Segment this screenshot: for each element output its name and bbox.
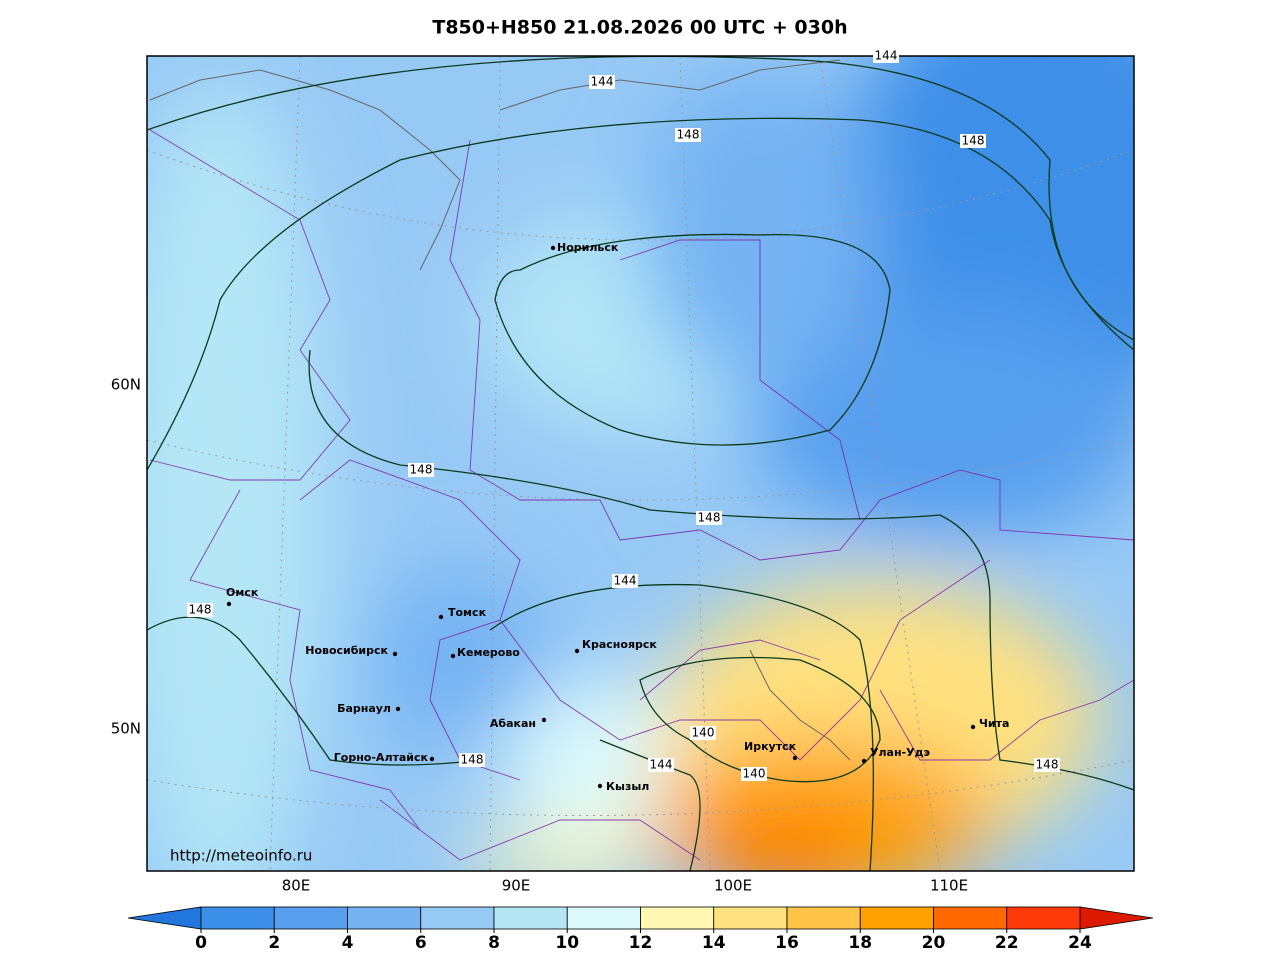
lon-label: 100E bbox=[714, 877, 752, 895]
city-dot bbox=[597, 783, 603, 789]
colorbar-swatch bbox=[200, 906, 275, 930]
colorbar-swatch bbox=[1006, 906, 1081, 930]
city-dot bbox=[861, 758, 867, 764]
colorbar-swatch bbox=[566, 906, 641, 930]
colorbar-swatch bbox=[420, 906, 495, 930]
contour-label-bg bbox=[1034, 758, 1060, 772]
city-dot bbox=[392, 651, 398, 657]
city-label: Горно-Алтайск bbox=[334, 751, 429, 764]
colorbar-tick-label: 0 bbox=[195, 933, 207, 953]
lat-label: 50N bbox=[111, 720, 141, 738]
colorbar-tick-label: 16 bbox=[775, 933, 799, 953]
colorbar-swatch bbox=[933, 906, 1008, 930]
contour-label-bg bbox=[589, 75, 615, 89]
contour-label-bg bbox=[690, 726, 716, 740]
city-label: Иркутск bbox=[744, 740, 797, 753]
city-label: Новосибирск bbox=[305, 644, 388, 657]
city-label: Кызыл bbox=[606, 780, 649, 793]
city-label: Омск bbox=[226, 586, 259, 599]
lon-label: 90E bbox=[502, 877, 531, 895]
city-dot bbox=[541, 717, 547, 723]
contour-label: 148 bbox=[677, 128, 700, 142]
colorbar-swatch bbox=[640, 906, 715, 930]
city-label: Кемерово bbox=[457, 646, 520, 659]
contour-label-bg bbox=[960, 134, 986, 148]
colorbar-tick-label: 24 bbox=[1068, 933, 1092, 953]
contour-label-bg bbox=[648, 758, 674, 772]
city-dot bbox=[574, 648, 580, 654]
contour-label-bg bbox=[612, 574, 638, 588]
city-label: Абакан bbox=[490, 717, 536, 730]
city-dot bbox=[429, 756, 435, 762]
colorbar-tick-label: 2 bbox=[268, 933, 280, 953]
city-label: Норильск bbox=[557, 241, 619, 254]
city-dot bbox=[226, 601, 232, 607]
city-dot bbox=[395, 706, 401, 712]
contour-label: 144 bbox=[875, 49, 898, 63]
colorbar: 0 2 4 6 8 10 12 14 16 18 20 22 24 bbox=[127, 906, 1154, 953]
contour-label: 148 bbox=[410, 463, 433, 477]
contour-label-bg bbox=[459, 753, 485, 767]
contour-label: 140 bbox=[743, 767, 766, 781]
colorbar-tick-label: 20 bbox=[922, 933, 946, 953]
contour-label: 148 bbox=[962, 134, 985, 148]
contour-label-bg bbox=[408, 463, 434, 477]
lon-label: 80E bbox=[282, 877, 311, 895]
lon-label: 110E bbox=[930, 877, 968, 895]
map-area: http://meteoinfo.ru bbox=[147, 56, 1134, 871]
colorbar-tick-label: 18 bbox=[848, 933, 872, 953]
colorbar-tick-label: 10 bbox=[555, 933, 579, 953]
contour-label: 140 bbox=[692, 726, 715, 740]
contour-label: 144 bbox=[614, 574, 637, 588]
city-label: Улан-Удэ bbox=[870, 746, 930, 759]
city-dot bbox=[550, 245, 556, 251]
city-dot bbox=[438, 614, 444, 620]
contour-label-bg bbox=[675, 128, 701, 142]
colorbar-swatch bbox=[786, 906, 861, 930]
city-label: Красноярск bbox=[582, 638, 657, 651]
colorbar-swatch bbox=[713, 906, 788, 930]
contour-label: 144 bbox=[591, 75, 614, 89]
title: T850+H850 21.08.2026 00 UTC + 030h bbox=[432, 17, 847, 39]
city-label: Чита bbox=[979, 717, 1009, 730]
source-url: http://meteoinfo.ru bbox=[170, 847, 312, 865]
contour-label: 148 bbox=[1036, 758, 1059, 772]
city-label: Томск bbox=[448, 606, 487, 619]
contour-label: 144 bbox=[650, 758, 673, 772]
city-label: Барнаул bbox=[337, 702, 391, 715]
colorbar-tick-label: 4 bbox=[342, 933, 354, 953]
map-annotations: Норильск Омск Томск Новосибирск Кемерово Крас… bbox=[187, 49, 1060, 793]
colorbar-swatch bbox=[273, 906, 348, 930]
colorbar-tick-label: 8 bbox=[488, 933, 500, 953]
contour-label-bg bbox=[873, 49, 899, 63]
colorbar-swatch bbox=[859, 906, 934, 930]
map-frame bbox=[146, 55, 1135, 872]
contour-label-bg bbox=[696, 511, 722, 525]
contour-label-bg bbox=[741, 767, 767, 781]
city-dot bbox=[450, 653, 456, 659]
colorbar-swatch bbox=[493, 906, 568, 930]
lat-label: 60N bbox=[111, 376, 141, 394]
contour-label: 148 bbox=[189, 603, 212, 617]
colorbar-tick-label: 12 bbox=[629, 933, 653, 953]
colorbar-tick-label: 22 bbox=[995, 933, 1019, 953]
colorbar-tick-label: 6 bbox=[415, 933, 427, 953]
colorbar-under bbox=[127, 906, 202, 930]
contour-label-bg bbox=[187, 603, 213, 617]
colorbar-over bbox=[1079, 906, 1154, 930]
city-dot bbox=[792, 755, 798, 761]
colorbar-tick-label: 14 bbox=[702, 933, 726, 953]
colorbar-swatch bbox=[347, 906, 422, 930]
contour-label: 148 bbox=[698, 511, 721, 525]
contour-label: 148 bbox=[461, 753, 484, 767]
city-dot bbox=[970, 724, 976, 730]
